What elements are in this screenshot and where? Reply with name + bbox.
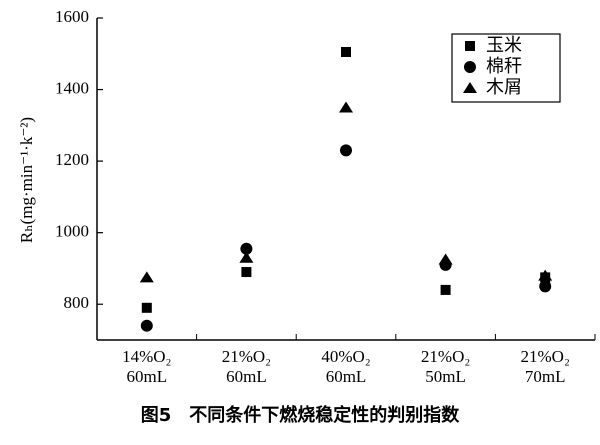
point [339,101,353,113]
x-tick-label: 60mL [226,367,267,386]
legend-marker [465,41,475,51]
y-tick-label: 1600 [55,7,89,26]
y-axis-label: Rₕ(mg·min⁻¹·k⁻²) [17,117,36,243]
x-tick-label: 60mL [326,367,367,386]
point [438,253,453,265]
legend-marker [463,82,477,93]
point [239,251,254,263]
point [341,46,351,57]
legend-marker [464,61,476,73]
point [241,267,252,278]
x-tick-label: 21%O₂ [421,347,470,366]
x-tick-label: 14%O₂ [122,347,171,366]
x-tick-label: 21%O₂ [521,347,570,366]
point [140,319,153,332]
point [538,269,553,281]
legend-label: 玉米 [486,35,522,56]
caption: 图5 不同条件下燃烧稳定性的判别指数 [141,404,461,426]
legend-label: 木屑 [486,77,522,98]
point [139,271,154,283]
point [440,284,451,295]
y-tick-label: 1200 [55,150,89,169]
y-tick-label: 800 [64,293,90,312]
point [539,280,552,293]
legend-label: 棉秆 [486,56,522,77]
point [340,144,352,157]
y-tick-label: 1400 [55,78,89,97]
x-tick-label: 60mL [126,367,167,386]
x-tick-label: 40%O₂ [321,347,370,366]
x-tick-label: 50mL [425,367,466,386]
x-tick-label: 21%O₂ [222,347,271,366]
x-tick-label: 70mL [525,367,566,386]
y-tick-label: 1000 [55,222,89,241]
point [240,242,253,255]
point [141,302,152,313]
